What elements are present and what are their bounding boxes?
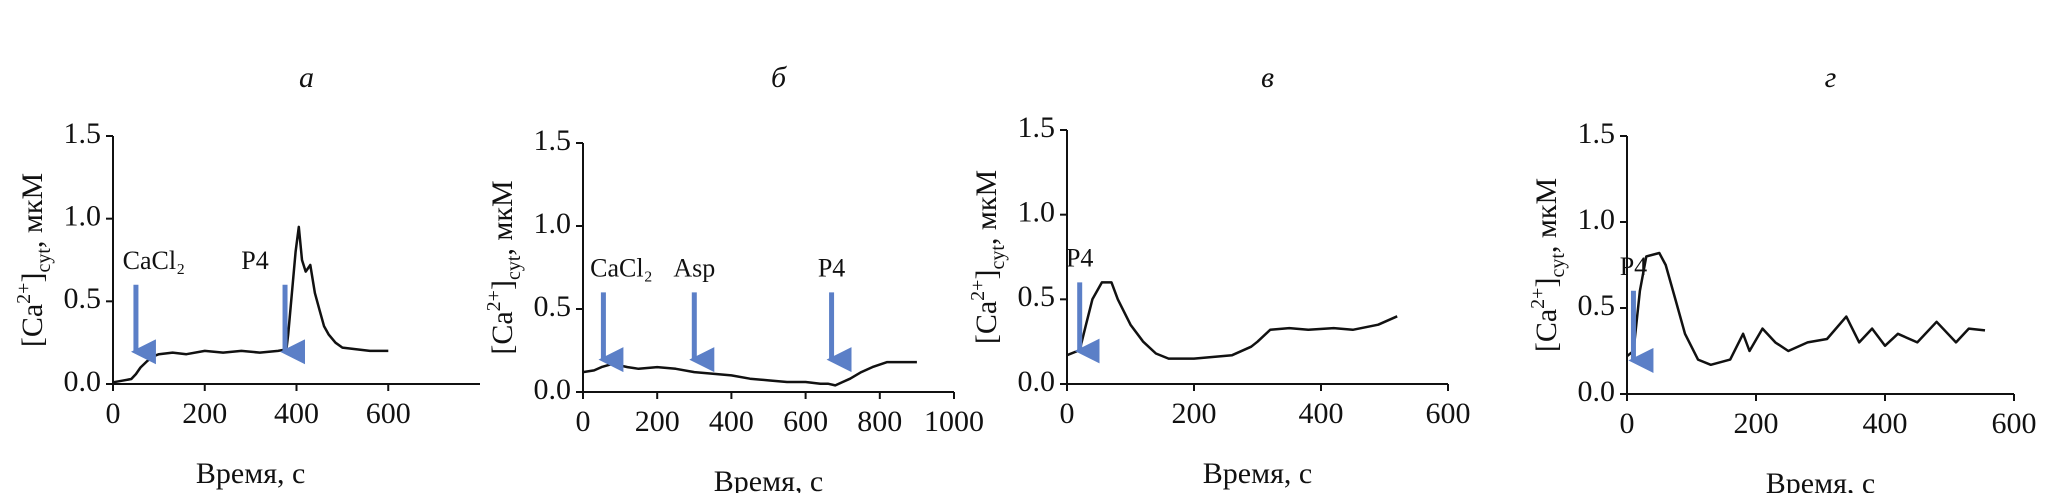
y-axis-label-part: cyt [33,248,55,273]
x-tick-label: 400 [709,405,754,438]
y-tick-label: 0.5 [534,290,572,323]
y-tick-label: 1.5 [1578,117,1616,150]
x-tick-label: 400 [1299,397,1344,430]
y-axis-label: [Ca2+]cyt, мкМ [13,173,55,347]
y-axis-label-part: 2+ [1527,288,1549,309]
y-axis-label-part: [Ca [970,301,1003,344]
y-axis-label-part: cyt [987,245,1009,270]
y-tick-label: 0.5 [64,282,102,315]
y-tick-label: 1.0 [1578,203,1616,236]
trace [1066,281,1398,360]
y-axis-label-part: , мкМ [970,170,1003,245]
y-tick-label: 0.5 [1578,289,1616,322]
x-tick-label: 200 [635,405,680,438]
trace [1626,251,1986,367]
trace [582,360,917,387]
panel-title: а [299,61,314,94]
annotation: CaCl₂ [590,253,653,282]
y-axis-label-part: 2+ [967,280,989,301]
x-tick-label: 200 [182,397,227,430]
y-axis-label-part: ] [1530,278,1563,288]
y-tick-label: 0.0 [64,365,102,398]
y-tick-label: 1.5 [534,124,572,157]
y-axis-label: [Ca2+]cyt, мкМ [483,180,525,354]
y-tick-label: 0.0 [534,373,572,406]
x-tick-label: 600 [783,405,828,438]
annotation: P4 [241,246,268,275]
x-tick-label: 200 [1734,407,1779,440]
y-tick-label: 0.0 [1018,365,1056,398]
x-tick-label: 600 [1992,407,2037,440]
y-axis-label-part: , мкМ [1530,178,1563,253]
panel-title: в [1261,61,1274,94]
x-tick-label: 400 [1863,407,1908,440]
annotation: P4 [1620,252,1647,281]
x-tick-label: 0 [1060,397,1075,430]
x-axis-label: Время, с [1203,457,1312,490]
y-axis-label-part: cyt [1547,253,1569,278]
x-tick-label: 600 [366,397,411,430]
x-tick-label: 200 [1172,397,1217,430]
x-tick-label: 0 [576,405,591,438]
annotation: P4 [1066,243,1093,272]
y-tick-label: 1.0 [1018,196,1056,229]
y-tick-label: 0.5 [1018,280,1056,313]
x-axis-label: Время, с [714,465,823,493]
x-tick-label: 400 [274,397,319,430]
x-axis-label: Время, с [1766,467,1875,493]
x-tick-label: 1000 [924,405,984,438]
y-axis-label-part: , мкМ [16,173,49,248]
annotation: Asp [673,253,715,282]
y-axis-label-part: [Ca [1530,309,1563,352]
y-axis-label: [Ca2+]cyt, мкМ [967,170,1009,344]
x-tick-label: 600 [1426,397,1471,430]
annotation: P4 [818,253,845,282]
y-axis-label-part: [Ca [486,311,519,354]
y-axis-label-part: , мкМ [486,180,519,255]
x-tick-label: 800 [857,405,902,438]
y-tick-label: 1.5 [64,117,102,150]
y-tick-label: 1.0 [534,207,572,240]
y-axis-label-part: 2+ [13,283,35,304]
annotation: CaCl₂ [123,246,186,275]
y-axis-label-part: [Ca [16,304,49,347]
y-axis-label-part: 2+ [483,290,505,311]
x-tick-label: 0 [1620,407,1635,440]
panel-title: г [1825,61,1837,94]
y-tick-label: 1.5 [1018,111,1056,144]
y-axis-label-part: cyt [503,255,525,280]
y-tick-label: 0.0 [1578,375,1616,408]
y-axis-label-part: ] [486,280,519,290]
y-axis-label-part: ] [970,270,1003,280]
x-tick-label: 0 [106,397,121,430]
y-axis-label: [Ca2+]cyt, мкМ [1527,178,1569,352]
x-axis-label: Время, с [196,457,305,490]
y-axis-label-part: ] [16,273,49,283]
y-tick-label: 1.0 [64,200,102,233]
panel-title: б [771,61,787,94]
